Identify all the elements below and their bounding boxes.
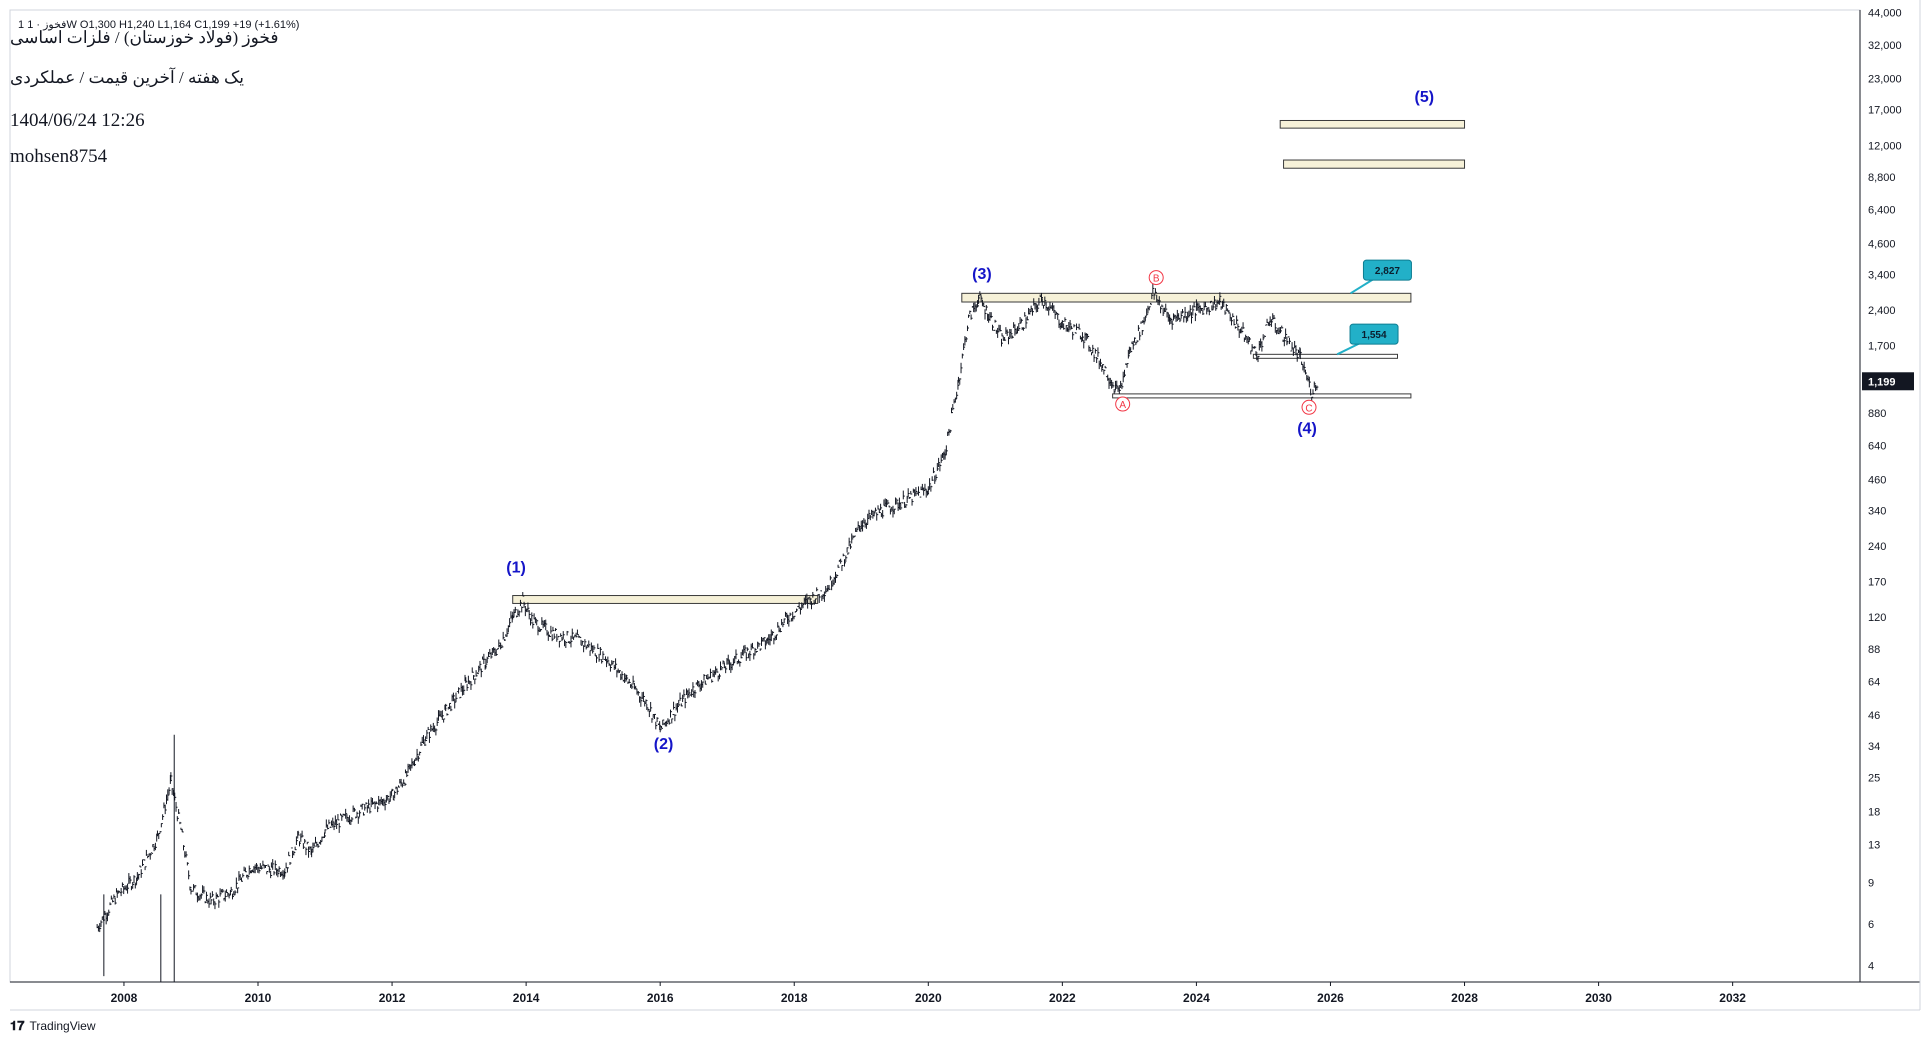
ohlc-values: 1 فخوز · 1W O1,300 H1,240 L1,164 C1,199 <box>18 19 230 31</box>
y-tick-label: 25 <box>1868 773 1880 785</box>
y-tick-label: 170 <box>1868 576 1886 588</box>
x-tick-label: 2010 <box>245 991 272 1005</box>
y-tick-label: 44,000 <box>1868 7 1902 19</box>
x-tick-label: 2022 <box>1049 991 1076 1005</box>
y-tick-label: 12,000 <box>1868 140 1902 152</box>
tradingview-logo-icon: 𝟏𝟕 <box>10 1018 25 1033</box>
y-tick-label: 880 <box>1868 408 1886 420</box>
abc-circle <box>1301 399 1317 415</box>
callout-label: 1,554 <box>1362 330 1387 341</box>
x-tick-label: 2032 <box>1719 991 1746 1005</box>
y-tick-label: 23,000 <box>1868 74 1902 86</box>
abc-circle <box>1115 396 1131 412</box>
x-tick-label: 2014 <box>513 991 540 1005</box>
author-name: mohsen8754 <box>10 146 108 167</box>
abc-label: A <box>1119 400 1126 411</box>
wave-label: (2) <box>654 736 674 753</box>
x-tick-label: 2016 <box>647 991 674 1005</box>
price-zone <box>512 595 819 604</box>
y-tick-label: 13 <box>1868 840 1880 852</box>
y-tick-label: 34 <box>1868 741 1880 753</box>
y-tick-label: 460 <box>1868 474 1886 486</box>
snapshot-datetime: 1404/06/24 12:26 <box>10 110 145 131</box>
tradingview-logo[interactable]: 𝟏𝟕 TradingView <box>10 1018 96 1034</box>
chart-subtitle: یک هفته / آخرین قیمت / عملکردی <box>10 68 245 87</box>
ohlc-legend: 1 فخوز · 1W O1,300 H1,240 L1,164 C1,199 … <box>18 18 299 31</box>
callout-box <box>1349 323 1399 345</box>
price-zone <box>1283 159 1466 169</box>
y-tick-label: 3,400 <box>1868 270 1896 282</box>
price-change: +19 (+1.61%) <box>232 19 300 31</box>
wave-label: (1) <box>506 560 526 577</box>
price-zone <box>1252 353 1399 359</box>
price-zone <box>961 292 1412 303</box>
x-tick-label: 2030 <box>1585 991 1612 1005</box>
price-zone <box>1279 119 1466 129</box>
y-tick-label: 120 <box>1868 612 1886 624</box>
y-tick-label: 1,700 <box>1868 341 1896 353</box>
price-zone <box>1112 393 1412 399</box>
callout-box <box>1362 259 1412 281</box>
wave-label: (5) <box>1415 89 1435 106</box>
y-tick-label: 2,400 <box>1868 305 1896 317</box>
x-tick-label: 2008 <box>111 991 138 1005</box>
y-tick-label: 6,400 <box>1868 205 1896 217</box>
x-tick-label: 2018 <box>781 991 808 1005</box>
abc-label: B <box>1153 274 1160 285</box>
x-tick-label: 2024 <box>1183 991 1210 1005</box>
y-tick-label: 6 <box>1868 919 1874 931</box>
x-tick-label: 2012 <box>379 991 406 1005</box>
y-tick-label: 4,600 <box>1868 239 1896 251</box>
y-tick-label: 340 <box>1868 505 1886 517</box>
y-tick-label: 32,000 <box>1868 40 1902 52</box>
y-tick-label: 4 <box>1868 960 1874 972</box>
plot-frame <box>9 9 1861 983</box>
price-bars <box>96 283 1319 933</box>
abc-label: C <box>1305 403 1312 414</box>
y-tick-label: 88 <box>1868 644 1880 656</box>
y-tick-label: 18 <box>1868 806 1880 818</box>
x-tick-label: 2020 <box>915 991 942 1005</box>
wave-label: (4) <box>1297 421 1317 438</box>
symbol-title: فخوز (فولاد خوزستان) / فلزات اساسی <box>10 28 279 47</box>
tradingview-brand-text: TradingView <box>29 1019 96 1033</box>
y-tick-label: 46 <box>1868 710 1880 722</box>
abc-circle <box>1148 270 1164 286</box>
y-tick-label: 640 <box>1868 441 1886 453</box>
y-tick-label: 240 <box>1868 541 1886 553</box>
wave-label: (3) <box>972 266 992 283</box>
last-price-label: 1,199 <box>1868 376 1896 388</box>
y-tick-label: 9 <box>1868 877 1874 889</box>
y-tick-label: 8,800 <box>1868 172 1896 184</box>
x-tick-label: 2026 <box>1317 991 1344 1005</box>
callout-leader <box>1336 342 1361 356</box>
x-tick-label: 2028 <box>1451 991 1478 1005</box>
last-price-tag <box>1862 372 1914 391</box>
callout-label: 2,827 <box>1375 266 1400 277</box>
y-tick-label: 17,000 <box>1868 105 1902 117</box>
y-tick-label: 64 <box>1868 676 1880 688</box>
callout-leader <box>1350 278 1374 295</box>
